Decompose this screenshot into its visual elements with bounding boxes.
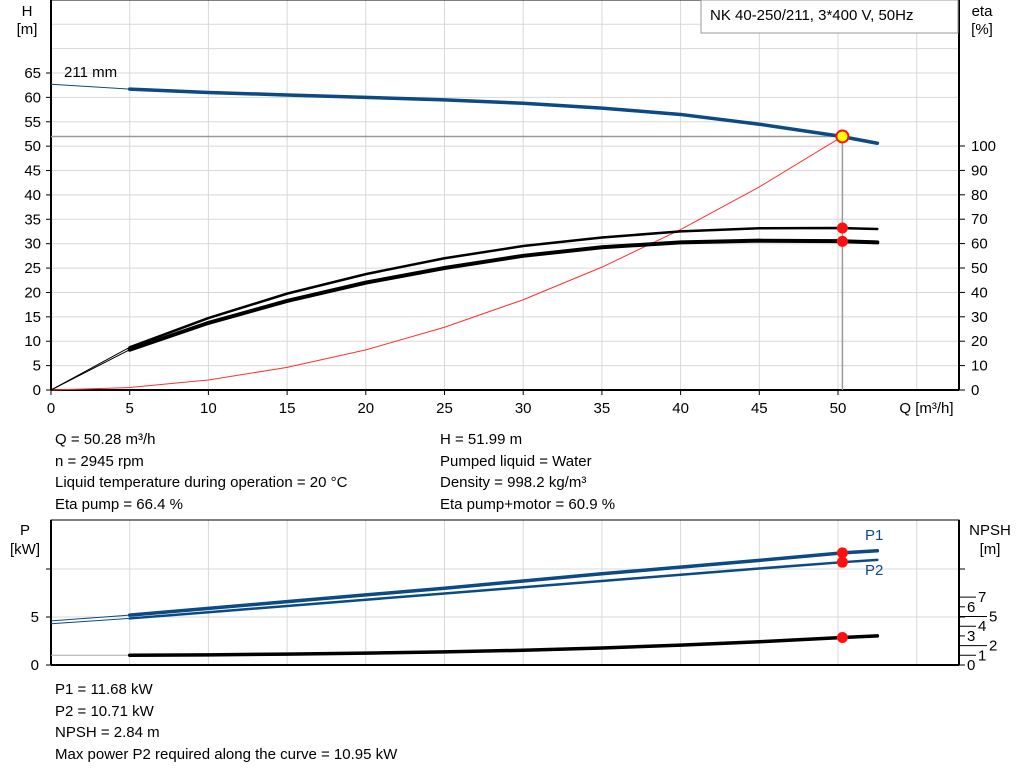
y2-tick-label: 30: [971, 309, 988, 326]
p2-curve-extrapolated: [50, 617, 130, 625]
y2-axis-unit: [%]: [971, 21, 993, 38]
power-marker: [836, 631, 848, 643]
npsh-tick-label: 7: [978, 589, 986, 606]
p2-curve: [128, 558, 879, 620]
y-tick-label: 35: [24, 211, 41, 228]
power-marker: [836, 547, 848, 559]
head-curve-extrapolated: [50, 83, 130, 90]
p2-label: P2: [865, 562, 883, 579]
duty-point-marker: [835, 129, 850, 144]
p-axis-label: P: [20, 522, 30, 539]
x-tick-label: 30: [515, 400, 532, 417]
y2-tick-label: 40: [971, 284, 988, 301]
p1-curve-extrapolated: [50, 614, 130, 622]
info-temp: Liquid temperature during operation = 20…: [55, 474, 348, 491]
y2-tick-label: 70: [971, 211, 988, 228]
npsh-tick-label: 0: [967, 657, 975, 674]
npsh-curve: [127, 634, 880, 658]
y-tick-label: 65: [24, 65, 41, 82]
npsh-tick-label: 5: [989, 609, 997, 626]
info-q: Q = 50.28 m³/h: [55, 431, 156, 448]
head-curve: [127, 87, 880, 145]
y-tick-label: 55: [24, 114, 41, 131]
x-tick-label: 5: [126, 400, 134, 417]
x-tick-label: 35: [594, 400, 611, 417]
info-power: P1 = 11.68 kW P2 = 10.71 kW NPSH = 2.84 …: [55, 679, 397, 765]
p-tick-label: 0: [31, 657, 39, 674]
y-tick-label: 0: [33, 382, 41, 399]
eta-marker: [836, 222, 848, 234]
x-tick-label: 45: [751, 400, 768, 417]
plot-frame-bottom: [50, 519, 960, 666]
eta-marker: [836, 235, 848, 247]
x-tick-label: 20: [357, 400, 374, 417]
eta-pump-motor-curve: [127, 238, 880, 352]
y2-tick-label: 90: [971, 162, 988, 179]
info-density: Density = 998.2 kg/m³: [440, 474, 587, 491]
y2-axis-label: eta: [972, 3, 994, 20]
x-tick-label: 40: [672, 400, 689, 417]
npsh-tick-label: 2: [989, 638, 997, 655]
info-left: Q = 50.28 m³/h n = 2945 rpm Liquid tempe…: [55, 429, 347, 515]
y2-tick-label: 20: [971, 333, 988, 350]
y-tick-label: 40: [24, 187, 41, 204]
y-tick-label: 10: [24, 333, 41, 350]
y-axis-unit: [m]: [17, 21, 38, 38]
y2-tick-label: 0: [971, 382, 979, 399]
x-axis-label: Q [m³/h]: [899, 400, 953, 417]
x-tick-label: 50: [830, 400, 847, 417]
x-tick-label: 25: [436, 400, 453, 417]
npsh-tick-label: 1: [978, 647, 986, 664]
y-tick-label: 50: [24, 138, 41, 155]
y-tick-label: 5: [33, 358, 41, 375]
p1-label: P1: [865, 527, 883, 544]
y-tick-label: 60: [24, 89, 41, 106]
y2-tick-label: 50: [971, 260, 988, 277]
info-liquid: Pumped liquid = Water: [440, 452, 592, 470]
npsh-tick-label: 3: [967, 628, 975, 645]
title-box: [700, 0, 959, 34]
y-tick-label: 15: [24, 309, 41, 326]
info-npsh: NPSH = 2.84 m: [55, 724, 160, 741]
system-curve: [50, 136, 843, 391]
eta-pump-motor-curve-extrapolated: [50, 349, 130, 391]
y-tick-label: 45: [24, 163, 41, 180]
p1-curve: [127, 549, 880, 617]
x-tick-label: 0: [47, 400, 55, 417]
info-speed: n = 2945 rpm: [55, 452, 144, 470]
info-p2: P2 = 10.71 kW: [55, 702, 154, 720]
y-axis-label: H: [22, 3, 33, 20]
y2-tick-label: 60: [971, 236, 988, 253]
impeller-label: 211 mm: [64, 64, 117, 81]
y2-tick-label: 10: [971, 358, 988, 375]
y2-tick-label: 100: [971, 138, 996, 155]
y-tick-label: 25: [24, 260, 41, 277]
info-p1: P1 = 11.68 kW: [55, 681, 153, 698]
npsh-tick-label: 4: [978, 618, 986, 635]
info-eta-total: Eta pump+motor = 60.9 %: [440, 495, 616, 513]
npsh-axis-label: NPSH: [969, 522, 1011, 539]
y-tick-label: 20: [24, 284, 41, 301]
npsh-axis-unit: [m]: [980, 541, 1001, 558]
info-h: H = 51.99 m: [440, 431, 523, 448]
eta-pump-curve: [128, 226, 879, 349]
x-tick-label: 15: [279, 400, 296, 417]
x-tick-label: 10: [200, 400, 217, 417]
y-tick-label: 30: [24, 236, 41, 253]
power-marker: [836, 556, 848, 568]
info-max-p2: Max power P2 required along the curve = …: [55, 745, 398, 763]
info-eta-pump: Eta pump = 66.4 %: [55, 495, 183, 513]
info-right: H = 51.99 m Pumped liquid = Water Densit…: [440, 429, 615, 515]
p-axis-unit: [kW]: [10, 541, 40, 558]
chart-title: NK 40-250/211, 3*400 V, 50Hz: [710, 7, 913, 24]
p-tick-label: 5: [31, 609, 39, 626]
npsh-tick-label: 6: [967, 599, 975, 616]
y2-tick-label: 80: [971, 187, 988, 204]
